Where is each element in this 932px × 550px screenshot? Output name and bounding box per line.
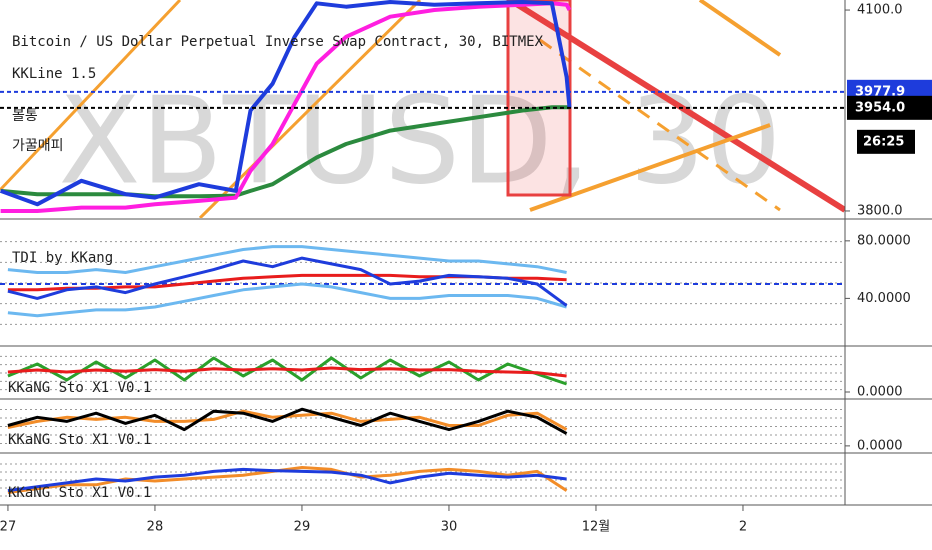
y-tick-label: 40.0000	[857, 291, 911, 306]
series-line	[7, 466, 568, 494]
x-tick-label: 2	[739, 520, 747, 535]
indicator-label: KKLine 1.5	[12, 66, 96, 82]
x-tick-label: 12월	[582, 520, 611, 535]
series-line	[7, 245, 567, 274]
y-tick-label: 0.0000	[857, 385, 903, 400]
price-tag	[847, 95, 932, 120]
series-line	[7, 467, 567, 493]
series-line	[7, 282, 568, 318]
y-tick-label: 3800.0	[857, 203, 903, 218]
series-line	[0, 0, 572, 207]
pane	[0, 463, 845, 497]
series-line	[7, 407, 568, 435]
x-tick-label: 29	[294, 520, 311, 535]
indicator-label: 볼통	[12, 108, 38, 124]
chart-title: Bitcoin / US Dollar Perpetual Inverse Sw…	[12, 34, 544, 50]
pane	[0, 0, 572, 213]
price-tag-label: 3954.0	[855, 100, 905, 115]
indicator-label: 가꿀매피	[12, 138, 64, 154]
series-line	[7, 366, 567, 378]
watermark: XBTUSD, 30	[58, 73, 781, 212]
price-tag-label: 3977.9	[855, 84, 905, 99]
y-tick-label: 0.0000	[857, 438, 903, 453]
trend-line	[508, 0, 845, 213]
pane	[0, 407, 845, 444]
pane-title: KKaNG Sto X1 V0.1	[8, 380, 151, 396]
trend-line	[539, 38, 781, 212]
pane-title: TDI by KKang	[12, 250, 113, 266]
y-tick-label: 80.0000	[857, 233, 911, 248]
countdown-tag	[857, 129, 915, 154]
series-line	[0, 1, 572, 213]
x-tick-label: 27	[0, 520, 16, 535]
trend-line	[0, 0, 182, 192]
pane-title: KKaNG Sto X1 V0.1	[8, 432, 151, 448]
pane-title: KKaNG Sto X1 V0.1	[8, 485, 151, 501]
trend-line	[698, 0, 782, 57]
box-drawing	[506, 0, 572, 197]
pane	[0, 241, 845, 325]
x-tick-label: 30	[441, 520, 458, 535]
series-line	[7, 256, 568, 307]
countdown: 26:25	[863, 134, 904, 149]
x-tick-label: 28	[147, 520, 164, 535]
y-tick-label: 4100.0	[857, 3, 903, 18]
pane	[0, 355, 845, 391]
